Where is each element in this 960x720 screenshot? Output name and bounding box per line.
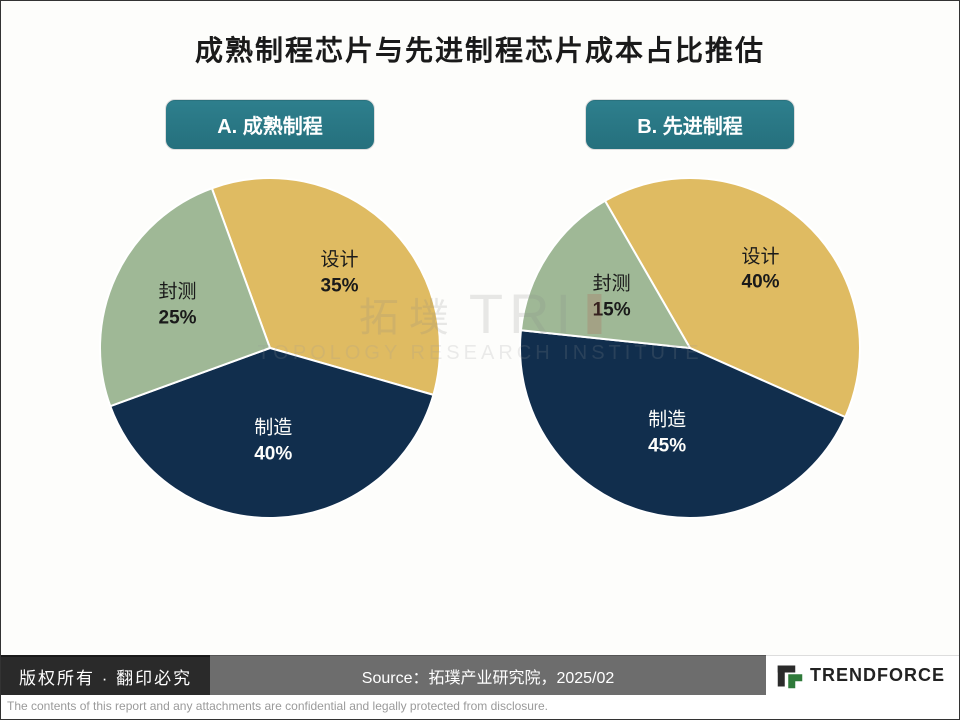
page-title: 成熟制程芯片与先进制程芯片成本占比推估 bbox=[1, 1, 959, 79]
trendforce-logo-icon bbox=[776, 662, 804, 690]
pie-chart: 设计35%制造40%封测25% bbox=[90, 168, 450, 528]
source-box: Source：拓璞产业研究院，2025/02 bbox=[210, 655, 766, 695]
pie-chart: 设计40%制造45%封测15% bbox=[510, 168, 870, 528]
footer-bar: 版权所有 · 翻印必究 Source：拓璞产业研究院，2025/02 TREND… bbox=[1, 655, 959, 695]
chart-column-chart_b: B. 先进制程设计40%制造45%封测15% bbox=[510, 99, 870, 528]
disclaimer: The contents of this report and any atta… bbox=[1, 695, 959, 719]
charts-row: A. 成熟制程设计35%制造40%封测25%B. 先进制程设计40%制造45%封… bbox=[1, 99, 959, 528]
trendforce-logo-text: TRENDFORCE bbox=[810, 665, 945, 686]
chart-header: B. 先进制程 bbox=[585, 99, 795, 150]
footer: 版权所有 · 翻印必究 Source：拓璞产业研究院，2025/02 TREND… bbox=[1, 655, 959, 719]
page: 成熟制程芯片与先进制程芯片成本占比推估 拓墣 TRI TOPOLOGY RESE… bbox=[0, 0, 960, 720]
chart-header: A. 成熟制程 bbox=[165, 99, 375, 150]
logo-text-span: RENDFORCE bbox=[822, 665, 945, 685]
logo-box: TRENDFORCE bbox=[766, 655, 959, 695]
chart-column-chart_a: A. 成熟制程设计35%制造40%封测25% bbox=[90, 99, 450, 528]
copyright-box: 版权所有 · 翻印必究 bbox=[1, 655, 210, 695]
